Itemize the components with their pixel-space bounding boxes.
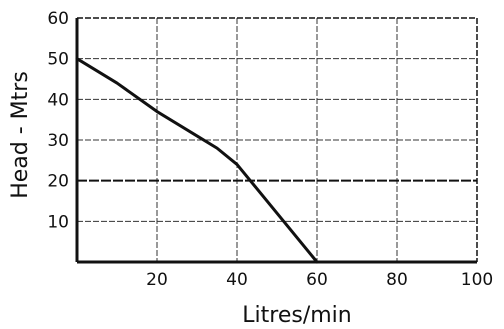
x-tick-label-60: 60 bbox=[306, 270, 328, 290]
y-tick-label-60: 60 bbox=[47, 9, 69, 29]
y-tick-label-30: 30 bbox=[47, 131, 69, 151]
y-tick-label-10: 10 bbox=[47, 212, 69, 232]
series-layer bbox=[75, 57, 319, 264]
x-tick-label-40: 40 bbox=[226, 270, 248, 290]
x-tick-label-20: 20 bbox=[146, 270, 168, 290]
x-tick-label-80: 80 bbox=[386, 270, 408, 290]
grid-layer bbox=[77, 18, 477, 262]
y-axis-title: Head - Mtrs bbox=[8, 71, 33, 199]
y-tick-label-20: 20 bbox=[47, 172, 69, 192]
x-tick-label-100: 100 bbox=[461, 270, 493, 290]
series-line-0 bbox=[75, 57, 319, 264]
label-layer: 20 40 60 80 100 10 20 30 40 50 60 bbox=[47, 9, 493, 290]
x-axis-title: Litres/min bbox=[242, 303, 351, 328]
y-tick-label-50: 50 bbox=[47, 50, 69, 70]
y-tick-label-40: 40 bbox=[47, 90, 69, 110]
